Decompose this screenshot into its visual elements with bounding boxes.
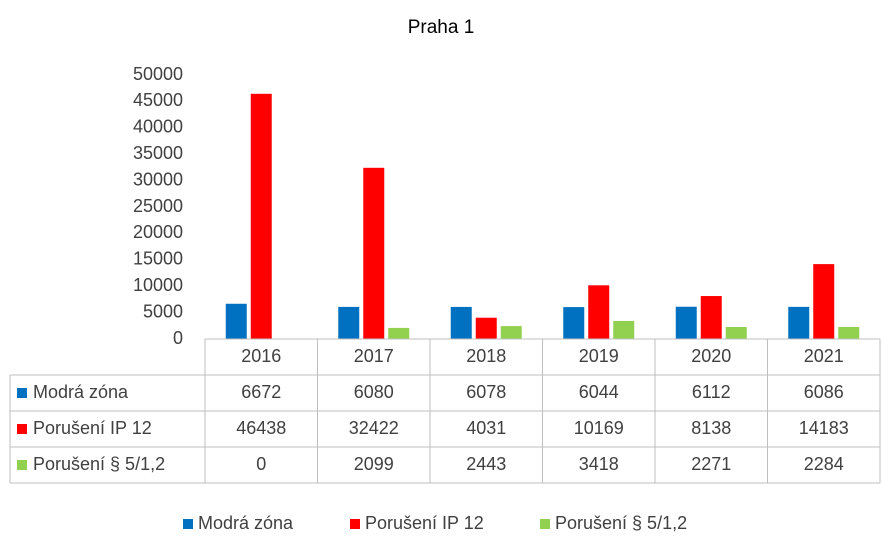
- table-value: 6078: [466, 382, 506, 402]
- table-value: 2099: [354, 454, 394, 474]
- x-tick-label: 2018: [466, 346, 506, 366]
- table-legend-key: [17, 460, 27, 470]
- table-row-label: Modrá zóna: [33, 382, 129, 402]
- bar: [813, 264, 835, 339]
- y-tick-label: 5000: [143, 301, 183, 321]
- table-value: 6086: [804, 382, 844, 402]
- bar: [475, 317, 497, 339]
- bar: [788, 306, 810, 339]
- table-value: 32422: [349, 418, 399, 438]
- bar: [838, 326, 860, 339]
- table-value: 6672: [241, 382, 281, 402]
- y-tick-label: 0: [173, 328, 183, 348]
- bar: [388, 327, 410, 339]
- table-row-label: Porušení IP 12: [33, 418, 152, 438]
- table-value: 6044: [579, 382, 619, 402]
- x-tick-label: 2020: [691, 346, 731, 366]
- y-tick-label: 10000: [133, 275, 183, 295]
- table-legend-key: [17, 424, 27, 434]
- bar: [675, 306, 697, 339]
- legend-label: Modrá zóna: [198, 513, 294, 533]
- bar: [450, 306, 472, 339]
- bar: [700, 296, 722, 339]
- chart-title: Praha 1: [408, 17, 475, 38]
- bar: [725, 327, 747, 339]
- y-tick-label: 40000: [133, 117, 183, 137]
- legend-label: Porušení IP 12: [365, 513, 484, 533]
- bar: [613, 320, 635, 339]
- legend-key: [183, 519, 193, 529]
- bar: [563, 307, 585, 339]
- x-tick-label: 2019: [579, 346, 619, 366]
- bar: [500, 326, 522, 339]
- legend-key: [350, 519, 360, 529]
- y-tick-label: 50000: [133, 64, 183, 84]
- legend-key: [540, 519, 550, 529]
- bar: [225, 303, 247, 339]
- table-legend-key: [17, 388, 27, 398]
- bar: [363, 167, 385, 339]
- table-value: 2271: [691, 454, 731, 474]
- x-tick-label: 2016: [241, 346, 281, 366]
- table-value: 6112: [692, 382, 731, 402]
- table-value: 4031: [466, 418, 506, 438]
- table-value: 14183: [799, 418, 849, 438]
- bar: [588, 285, 610, 339]
- table-value: 2284: [804, 454, 844, 474]
- bar: [250, 93, 272, 339]
- bar: [338, 306, 360, 339]
- table-value: 8138: [691, 418, 731, 438]
- table-row-label: Porušení § 5/1,2: [33, 454, 165, 474]
- y-tick-label: 20000: [133, 222, 183, 242]
- y-tick-label: 30000: [133, 169, 183, 189]
- table-value: 10169: [574, 418, 624, 438]
- y-tick-label: 15000: [133, 249, 183, 269]
- y-tick-label: 35000: [133, 143, 183, 163]
- x-tick-label: 2017: [354, 346, 394, 366]
- y-tick-label: 25000: [133, 196, 183, 216]
- table-value: 0: [256, 454, 266, 474]
- table-value: 6080: [354, 382, 394, 402]
- table-value: 46438: [236, 418, 286, 438]
- legend-label: Porušení § 5/1,2: [555, 513, 687, 533]
- table-value: 3418: [579, 454, 619, 474]
- y-tick-label: 45000: [133, 90, 183, 110]
- x-tick-label: 2021: [804, 346, 844, 366]
- table-value: 2443: [466, 454, 506, 474]
